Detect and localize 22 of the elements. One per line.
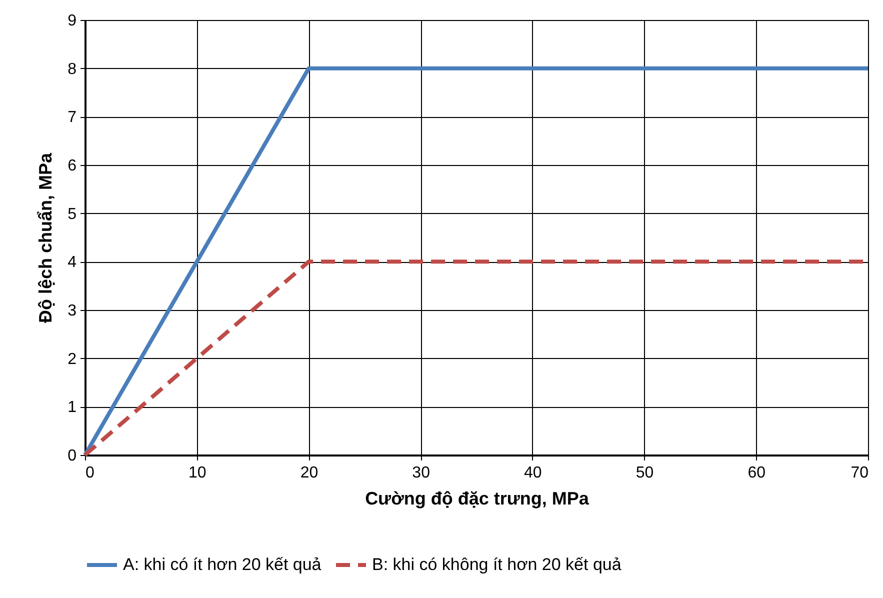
y-tick-label: 9	[68, 12, 77, 30]
x-tick-label: 30	[412, 464, 430, 482]
x-tick-label: 50	[636, 464, 654, 482]
x-tick-label: 0	[86, 464, 94, 482]
x-tick-label: 10	[188, 464, 206, 482]
x-axis-title: Cường độ đặc trưng, MPa	[365, 488, 590, 508]
y-tick-label: 2	[68, 350, 77, 368]
y-axis-title: Độ lệch chuẩn, MPa	[36, 152, 56, 324]
y-tick-label: 4	[68, 254, 77, 272]
y-tick-label: 3	[68, 302, 77, 320]
x-tick-label: 20	[300, 464, 318, 482]
y-tick-label: 1	[68, 399, 77, 416]
y-tick-label: 5	[68, 206, 77, 223]
y-tick-label: 8	[68, 60, 77, 78]
y-tick-label: 7	[68, 109, 77, 126]
legend-label: A: khi có ít hơn 20 kết quả	[123, 555, 322, 574]
x-tick-label: 40	[524, 464, 542, 482]
y-tick-label: 6	[68, 158, 77, 174]
x-tick-label: 70	[850, 464, 869, 482]
y-tick-label: 0	[68, 448, 77, 464]
x-tick-label: 60	[748, 464, 766, 482]
legend-label: B: khi có không ít hơn 20 kết quả	[372, 555, 622, 574]
